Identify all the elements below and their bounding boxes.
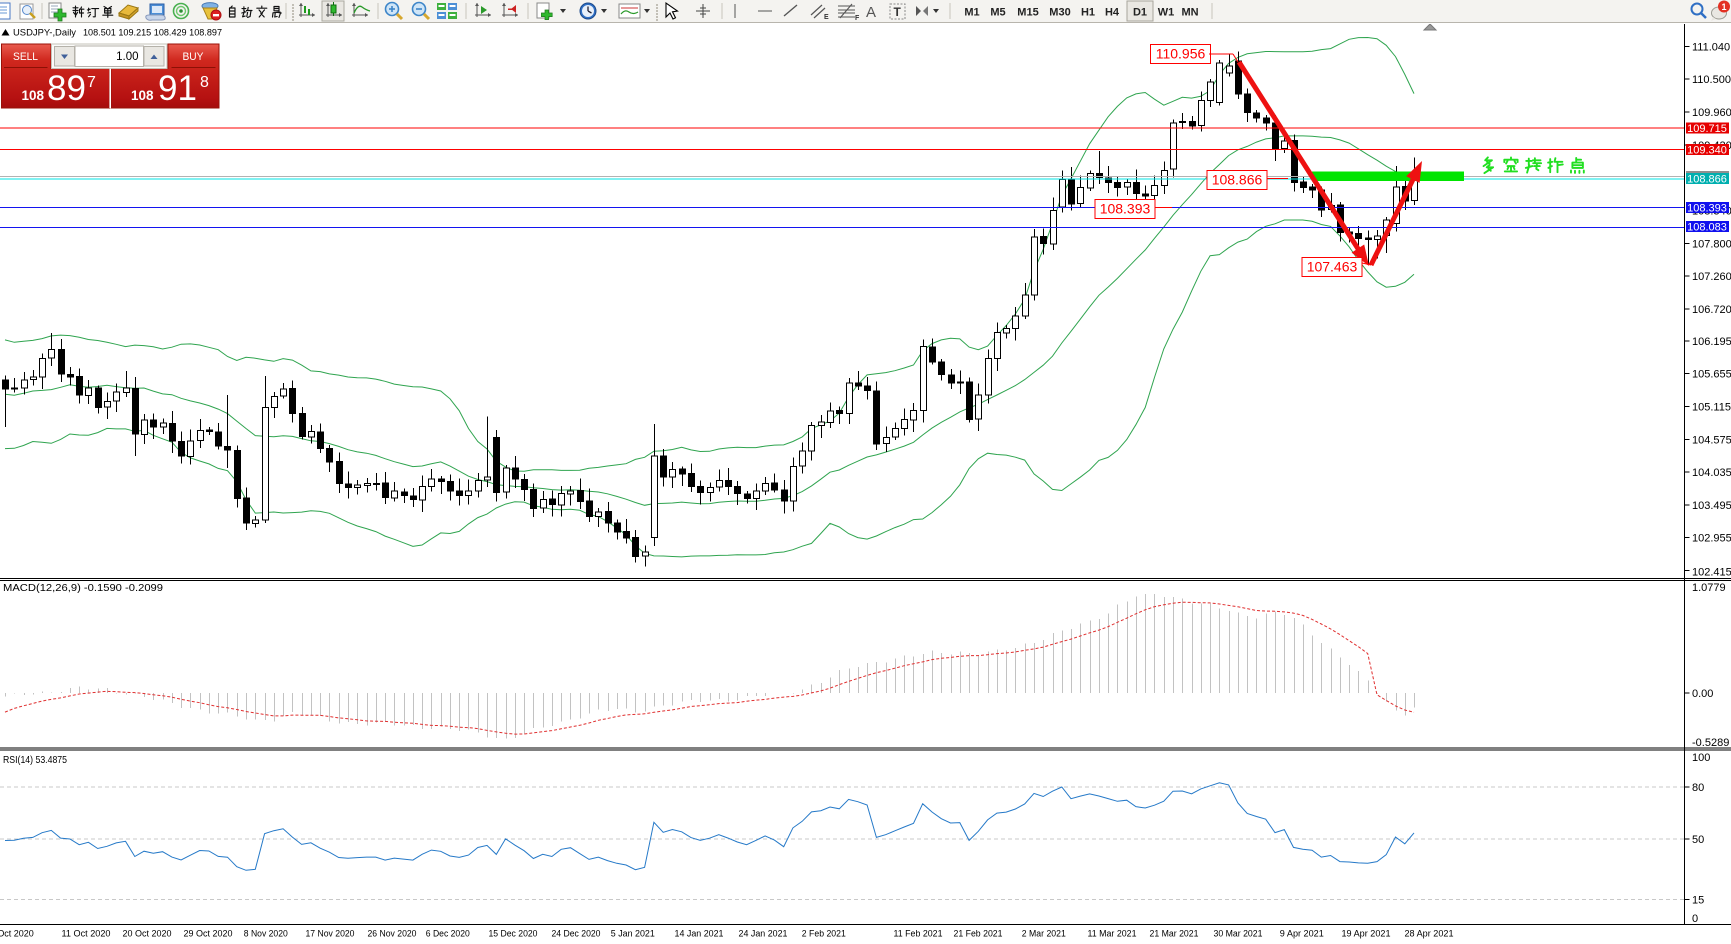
svg-text:24 Jan 2021: 24 Jan 2021 <box>739 929 788 939</box>
svg-text:MN: MN <box>1181 7 1198 19</box>
svg-text:D1: D1 <box>1133 7 1147 19</box>
svg-text:M15: M15 <box>1017 7 1038 19</box>
svg-text:BUY: BUY <box>183 51 205 63</box>
svg-text:108.866: 108.866 <box>1687 174 1727 186</box>
svg-text:8 Nov 2020: 8 Nov 2020 <box>244 929 288 939</box>
svg-text:W1: W1 <box>1158 7 1175 19</box>
svg-text:110.500: 110.500 <box>1692 74 1731 86</box>
svg-text:M30: M30 <box>1049 7 1070 19</box>
svg-text:1 Oct 2020: 1 Oct 2020 <box>0 929 34 939</box>
svg-text:102.955: 102.955 <box>1692 533 1731 545</box>
svg-text:108.083: 108.083 <box>1687 222 1727 234</box>
svg-text:H4: H4 <box>1105 7 1120 19</box>
svg-text:110.956: 110.956 <box>1156 46 1206 62</box>
svg-text:1.0779: 1.0779 <box>1692 582 1726 594</box>
svg-text:100: 100 <box>1692 752 1710 764</box>
svg-text:SELL: SELL <box>13 51 38 63</box>
svg-text:104.575: 104.575 <box>1692 434 1731 446</box>
svg-text:USDJPY-,Daily: USDJPY-,Daily <box>13 28 76 39</box>
svg-text:11 Oct 2020: 11 Oct 2020 <box>62 929 111 939</box>
svg-text:24 Dec 2020: 24 Dec 2020 <box>552 929 601 939</box>
svg-text:50: 50 <box>1692 834 1704 846</box>
svg-text:0: 0 <box>1692 913 1698 925</box>
svg-text:M1: M1 <box>964 7 979 19</box>
svg-text:11 Feb 2021: 11 Feb 2021 <box>894 929 943 939</box>
svg-text:26 Nov 2020: 26 Nov 2020 <box>368 929 417 939</box>
svg-text:111.040: 111.040 <box>1692 41 1730 53</box>
svg-text:108.393: 108.393 <box>1100 201 1151 217</box>
svg-text:E: E <box>824 14 829 21</box>
svg-text:28 Apr 2021: 28 Apr 2021 <box>1405 929 1454 939</box>
svg-text:T: T <box>894 5 902 19</box>
svg-text:7: 7 <box>87 74 96 91</box>
svg-text:80: 80 <box>1692 782 1704 794</box>
svg-text:21 Mar 2021: 21 Mar 2021 <box>1150 929 1199 939</box>
svg-text:105.655: 105.655 <box>1692 369 1731 381</box>
svg-text:91: 91 <box>158 69 197 108</box>
svg-text:108: 108 <box>131 88 154 103</box>
svg-text:20 Oct 2020: 20 Oct 2020 <box>123 929 172 939</box>
svg-text:MACD(12,26,9) -0.1590 -0.2099: MACD(12,26,9) -0.1590 -0.2099 <box>3 582 163 594</box>
svg-text:2 Feb 2021: 2 Feb 2021 <box>802 929 846 939</box>
svg-text:108: 108 <box>21 88 44 103</box>
svg-text:21 Feb 2021: 21 Feb 2021 <box>954 929 1003 939</box>
svg-text:19 Apr 2021: 19 Apr 2021 <box>1342 929 1391 939</box>
svg-text:109.715: 109.715 <box>1687 123 1727 135</box>
svg-text:A: A <box>866 4 876 21</box>
svg-text:F: F <box>855 15 860 22</box>
svg-text:14 Jan 2021: 14 Jan 2021 <box>675 929 724 939</box>
svg-text:17 Nov 2020: 17 Nov 2020 <box>306 929 355 939</box>
svg-text:108.866: 108.866 <box>1212 172 1263 188</box>
svg-text:6 Dec 2020: 6 Dec 2020 <box>426 929 470 939</box>
svg-text:102.415: 102.415 <box>1692 567 1731 579</box>
svg-text:109.340: 109.340 <box>1687 145 1727 157</box>
svg-text:106.720: 106.720 <box>1692 304 1731 316</box>
svg-text:15: 15 <box>1692 894 1704 906</box>
svg-text:M5: M5 <box>990 7 1005 19</box>
svg-text:107.463: 107.463 <box>1307 259 1358 275</box>
svg-text:15 Dec 2020: 15 Dec 2020 <box>489 929 538 939</box>
svg-text:11 Mar 2021: 11 Mar 2021 <box>1088 929 1137 939</box>
svg-text:106.195: 106.195 <box>1692 336 1731 348</box>
svg-text:89: 89 <box>47 69 86 108</box>
svg-text:-0.5289: -0.5289 <box>1692 737 1729 749</box>
svg-text:1.00: 1.00 <box>116 51 138 63</box>
svg-text:H1: H1 <box>1081 7 1095 19</box>
svg-text:30 Mar 2021: 30 Mar 2021 <box>1214 929 1263 939</box>
svg-text:103.495: 103.495 <box>1692 500 1731 512</box>
svg-text:109.960: 109.960 <box>1692 107 1731 119</box>
svg-text:0.00: 0.00 <box>1692 688 1713 700</box>
svg-text:105.115: 105.115 <box>1692 401 1731 413</box>
svg-text:9 Apr 2021: 9 Apr 2021 <box>1280 929 1324 939</box>
svg-text:107.260: 107.260 <box>1692 271 1731 283</box>
svg-text:8: 8 <box>200 74 209 91</box>
svg-text:104.035: 104.035 <box>1692 467 1731 479</box>
svg-text:RSI(14) 53.4875: RSI(14) 53.4875 <box>3 754 67 766</box>
svg-text:108.393: 108.393 <box>1687 203 1727 215</box>
svg-text:2 Mar 2021: 2 Mar 2021 <box>1022 929 1066 939</box>
svg-text:107.800: 107.800 <box>1692 238 1731 250</box>
svg-text:1: 1 <box>1721 2 1726 12</box>
svg-text:108.501 109.215 108.429 108.89: 108.501 109.215 108.429 108.897 <box>83 28 222 39</box>
svg-text:29 Oct 2020: 29 Oct 2020 <box>184 929 233 939</box>
svg-text:5 Jan 2021: 5 Jan 2021 <box>611 929 655 939</box>
